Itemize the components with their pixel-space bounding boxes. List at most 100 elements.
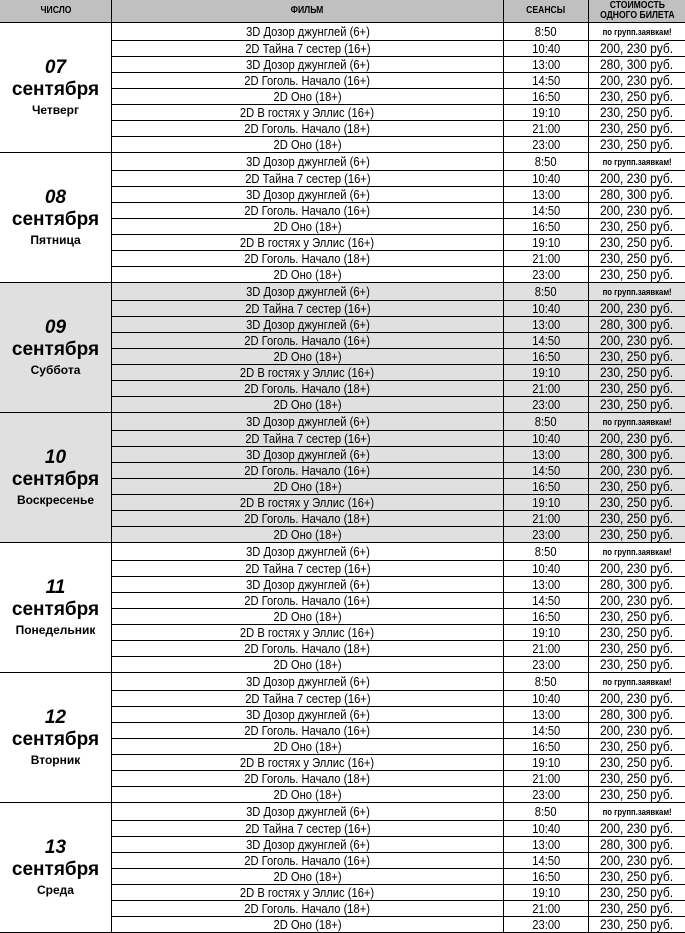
- time-cell: 21:00: [504, 251, 589, 267]
- film-cell: 3D Дозор джунглей (6+): [112, 803, 504, 821]
- film-cell: 2D В гостях у Эллис (16+): [112, 365, 504, 381]
- time-cell: 13:00: [504, 577, 589, 593]
- price-cell: 230, 250 руб.: [589, 251, 685, 267]
- price-cell: по групп.заявкам!: [589, 23, 685, 41]
- date-day: 12: [0, 707, 111, 729]
- date-cell: 08 сентября Пятница: [0, 153, 112, 283]
- price-cell: 200, 230 руб.: [589, 853, 685, 869]
- price-cell: 230, 250 руб.: [589, 381, 685, 397]
- film-cell: 2D В гостях у Эллис (16+): [112, 755, 504, 771]
- film-cell: 2D Оно (18+): [112, 869, 504, 885]
- time-cell: 23:00: [504, 267, 589, 283]
- date-day: 07: [0, 57, 111, 79]
- price-cell: 230, 250 руб.: [589, 495, 685, 511]
- film-cell: 3D Дозор джунглей (6+): [112, 23, 504, 41]
- date-cell: 09 сентября Суббота: [0, 283, 112, 413]
- price-cell: по групп.заявкам!: [589, 283, 685, 301]
- film-cell: 3D Дозор джунглей (6+): [112, 153, 504, 171]
- time-cell: 14:50: [504, 203, 589, 219]
- date-day: 09: [0, 317, 111, 339]
- time-cell: 14:50: [504, 463, 589, 479]
- price-cell: 280, 300 руб.: [589, 187, 685, 203]
- film-cell: 2D Тайна 7 сестер (16+): [112, 41, 504, 57]
- price-cell: 200, 230 руб.: [589, 593, 685, 609]
- film-cell: 2D Гоголь. Начало (16+): [112, 853, 504, 869]
- film-cell: 2D Оно (18+): [112, 137, 504, 153]
- film-cell: 2D Гоголь. Начало (16+): [112, 73, 504, 89]
- price-cell: 230, 250 руб.: [589, 137, 685, 153]
- film-cell: 2D В гостях у Эллис (16+): [112, 105, 504, 121]
- price-cell: 200, 230 руб.: [589, 463, 685, 479]
- time-cell: 19:10: [504, 495, 589, 511]
- price-cell: 230, 250 руб.: [589, 625, 685, 641]
- price-cell: 200, 230 руб.: [589, 691, 685, 707]
- time-cell: 19:10: [504, 755, 589, 771]
- film-cell: 2D Гоголь. Начало (16+): [112, 203, 504, 219]
- film-cell: 2D Оно (18+): [112, 89, 504, 105]
- price-cell: 230, 250 руб.: [589, 219, 685, 235]
- price-cell: по групп.заявкам!: [589, 153, 685, 171]
- film-cell: 2D Тайна 7 сестер (16+): [112, 691, 504, 707]
- time-cell: 10:40: [504, 691, 589, 707]
- date-month: сентября: [0, 729, 111, 751]
- price-cell: по групп.заявкам!: [589, 413, 685, 431]
- film-cell: 2D Гоголь. Начало (16+): [112, 333, 504, 349]
- price-cell: 200, 230 руб.: [589, 561, 685, 577]
- film-cell: 2D Оно (18+): [112, 917, 504, 933]
- film-cell: 2D Оно (18+): [112, 479, 504, 495]
- time-cell: 14:50: [504, 73, 589, 89]
- time-cell: 8:50: [504, 413, 589, 431]
- time-cell: 13:00: [504, 707, 589, 723]
- film-cell: 2D Тайна 7 сестер (16+): [112, 301, 504, 317]
- price-cell: 230, 250 руб.: [589, 917, 685, 933]
- time-cell: 23:00: [504, 657, 589, 673]
- date-month: сентября: [0, 79, 111, 101]
- film-cell: 2D Оно (18+): [112, 657, 504, 673]
- date-month: сентября: [0, 209, 111, 231]
- date-month: сентября: [0, 859, 111, 881]
- date-cell: 07 сентября Четверг: [0, 23, 112, 153]
- date-weekday: Суббота: [0, 361, 111, 379]
- film-cell: 2D Тайна 7 сестер (16+): [112, 821, 504, 837]
- price-cell: по групп.заявкам!: [589, 543, 685, 561]
- film-cell: 2D Гоголь. Начало (18+): [112, 381, 504, 397]
- film-cell: 3D Дозор джунглей (6+): [112, 673, 504, 691]
- time-cell: 13:00: [504, 837, 589, 853]
- time-cell: 13:00: [504, 317, 589, 333]
- price-cell: по групп.заявкам!: [589, 673, 685, 691]
- time-cell: 8:50: [504, 673, 589, 691]
- time-cell: 23:00: [504, 787, 589, 803]
- time-cell: 16:50: [504, 869, 589, 885]
- time-cell: 13:00: [504, 447, 589, 463]
- time-cell: 16:50: [504, 219, 589, 235]
- film-cell: 2D Тайна 7 сестер (16+): [112, 171, 504, 187]
- time-cell: 21:00: [504, 901, 589, 917]
- date-month: сентября: [0, 599, 111, 621]
- price-cell: 230, 250 руб.: [589, 641, 685, 657]
- price-cell: 200, 230 руб.: [589, 821, 685, 837]
- price-cell: 230, 250 руб.: [589, 397, 685, 413]
- date-day: 10: [0, 447, 111, 469]
- film-cell: 2D В гостях у Эллис (16+): [112, 625, 504, 641]
- time-cell: 14:50: [504, 593, 589, 609]
- film-cell: 2D Гоголь. Начало (16+): [112, 723, 504, 739]
- time-cell: 23:00: [504, 527, 589, 543]
- price-cell: 280, 300 руб.: [589, 317, 685, 333]
- time-cell: 14:50: [504, 853, 589, 869]
- film-cell: 2D Оно (18+): [112, 787, 504, 803]
- price-cell: 200, 230 руб.: [589, 301, 685, 317]
- film-cell: 2D Оно (18+): [112, 739, 504, 755]
- film-cell: 2D В гостях у Эллис (16+): [112, 495, 504, 511]
- film-cell: 2D Гоголь. Начало (18+): [112, 511, 504, 527]
- film-cell: 2D Оно (18+): [112, 397, 504, 413]
- price-cell: 230, 250 руб.: [589, 885, 685, 901]
- film-cell: 2D Гоголь. Начало (18+): [112, 641, 504, 657]
- date-weekday: Воскресенье: [0, 491, 111, 509]
- film-cell: 2D Гоголь. Начало (18+): [112, 121, 504, 137]
- time-cell: 10:40: [504, 41, 589, 57]
- date-cell: 10 сентября Воскресенье: [0, 413, 112, 543]
- time-cell: 8:50: [504, 803, 589, 821]
